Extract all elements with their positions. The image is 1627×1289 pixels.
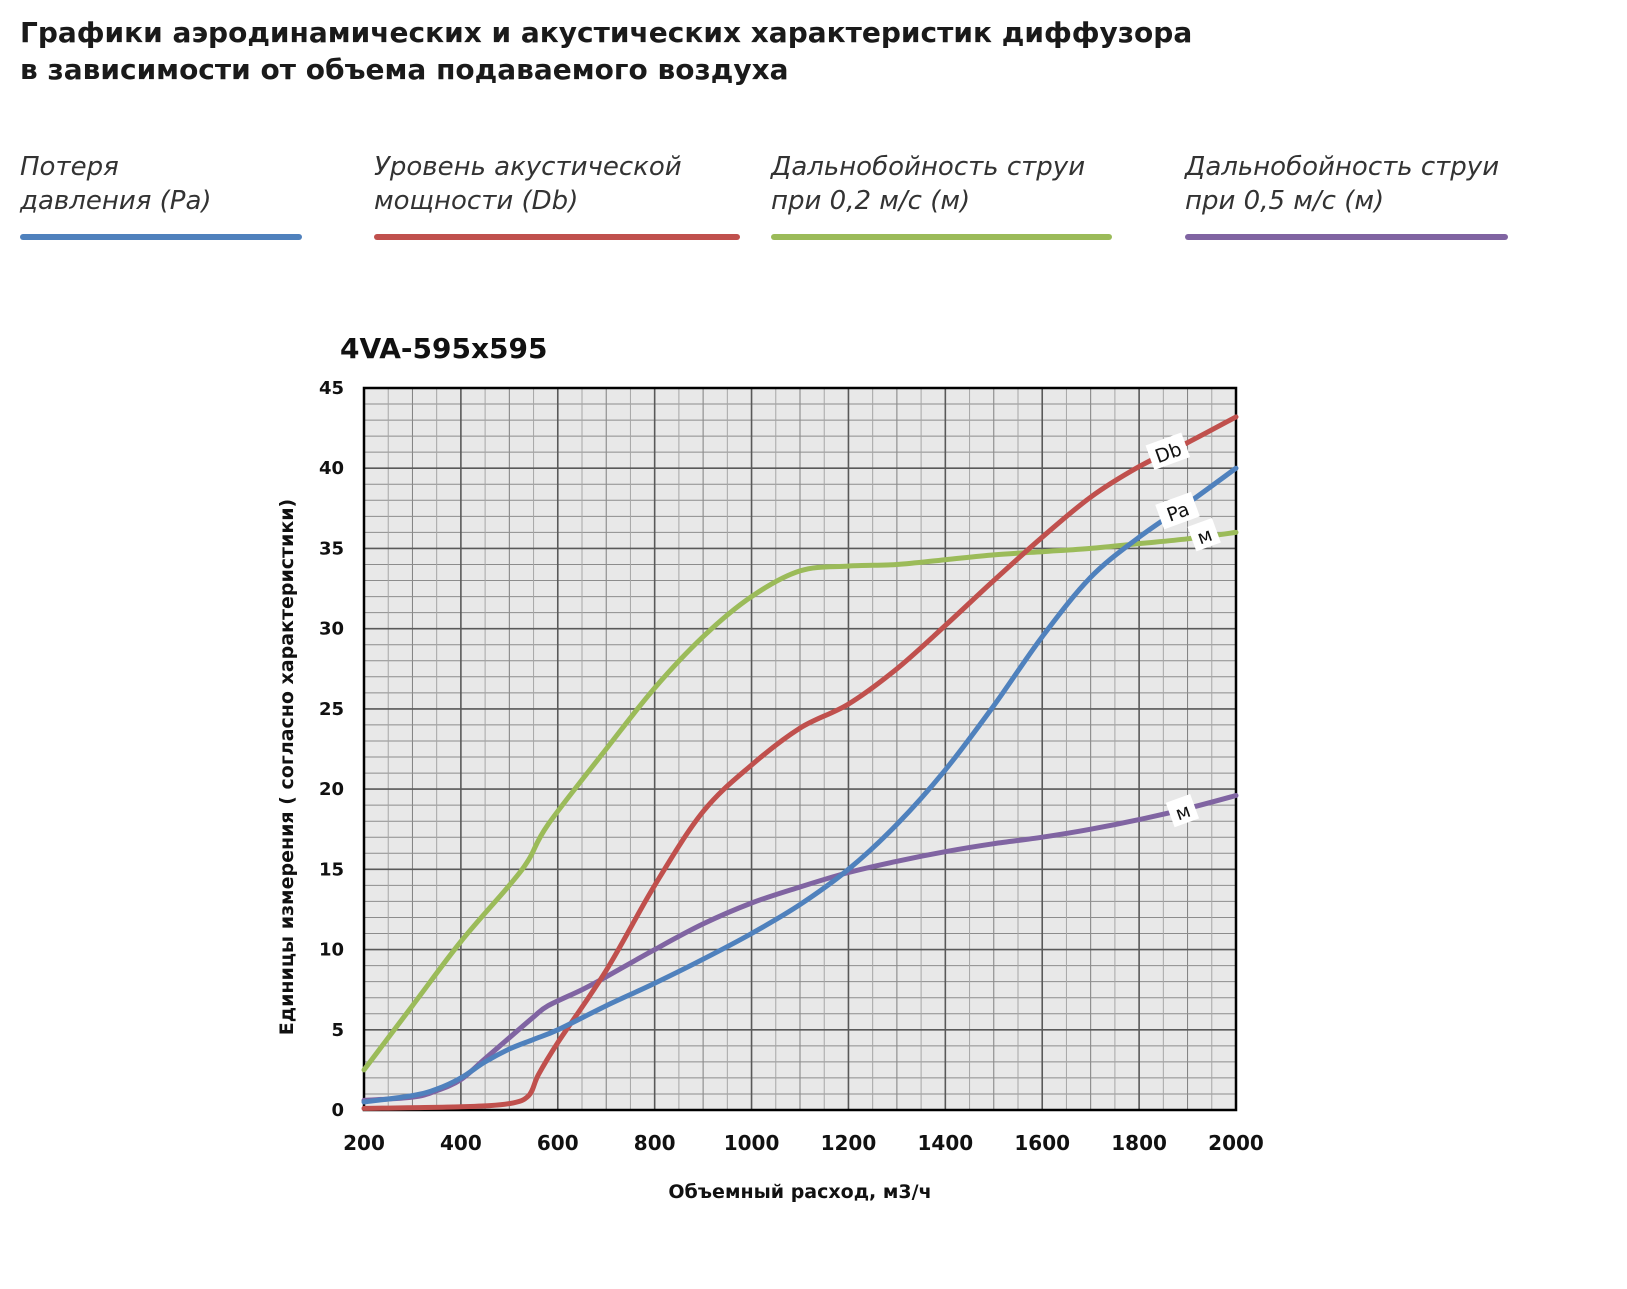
series-label-bg <box>1145 432 1191 470</box>
legend-pa-line1: Потеря <box>20 152 119 182</box>
legend-item-pa: Потеря давления (Pa) <box>20 150 302 240</box>
y-tick-label: 0 <box>331 1100 344 1121</box>
series-label: м <box>1173 800 1194 826</box>
page-title-line1: Графики аэродинамических и акустических … <box>20 16 1193 49</box>
legend-throw-02-line2: при 0,2 м/с (м) <box>771 186 971 216</box>
y-tick-label: 20 <box>319 779 344 800</box>
x-axis-label: Объемный расход, м3/ч <box>668 1181 931 1203</box>
y-tick-label: 10 <box>319 940 344 961</box>
x-tick-label: 1000 <box>724 1131 780 1155</box>
x-tick-label: 1400 <box>917 1131 973 1155</box>
series-label-bg <box>1187 518 1221 552</box>
y-tick-label: 25 <box>319 699 344 720</box>
page-title-line2: в зависимости от объема подаваемого возд… <box>20 53 789 86</box>
series-line-db <box>361 414 1239 1111</box>
y-tick-label: 40 <box>319 458 344 479</box>
legend-pa-line2: давления (Pa) <box>20 186 212 216</box>
y-tick-label: 35 <box>319 538 344 559</box>
series-label: м <box>1194 524 1215 550</box>
legend-db-line2: мощности (Db) <box>374 186 579 216</box>
legend-throw-02-swatch <box>771 234 1112 240</box>
series-line-pa <box>361 465 1239 1105</box>
series-label-bg <box>1165 793 1200 828</box>
y-axis-label: Единицы измерения ( согласно характерист… <box>276 499 298 1036</box>
y-tick-label: 5 <box>331 1020 344 1041</box>
x-tick-label: 1200 <box>821 1131 877 1155</box>
x-tick-label: 200 <box>343 1131 385 1155</box>
y-tick-label: 15 <box>319 859 344 880</box>
x-tick-label: 800 <box>634 1131 676 1155</box>
legend-db-line1: Уровень акустической <box>374 152 682 182</box>
legend-throw-05-swatch <box>1185 234 1508 240</box>
x-tick-label: 1800 <box>1111 1131 1167 1155</box>
chart-title: 4VA-595x595 <box>340 332 548 365</box>
x-tick-label: 2000 <box>1208 1131 1264 1155</box>
legend-item-throw-05: Дальнобойность струи при 0,5 м/с (м) <box>1185 150 1508 240</box>
series-line-м <box>361 529 1239 1073</box>
plot-frame <box>362 386 1238 1112</box>
x-tick-label: 400 <box>440 1131 482 1155</box>
legend-item-throw-02: Дальнобойность струи при 0,2 м/с (м) <box>771 150 1112 240</box>
x-tick-label: 600 <box>537 1131 579 1155</box>
legend-throw-02-line1: Дальнобойность струи <box>771 152 1086 182</box>
legend-pa-swatch <box>20 234 302 240</box>
series-label-bg <box>1155 491 1200 530</box>
legend-item-db: Уровень акустической мощности (Db) <box>374 150 740 240</box>
page-title: Графики аэродинамических и акустических … <box>20 14 1192 88</box>
legend-db-swatch <box>374 234 740 240</box>
x-tick-label: 1600 <box>1014 1131 1070 1155</box>
legend-throw-05-line1: Дальнобойность струи <box>1185 152 1500 182</box>
y-tick-label: 45 <box>319 378 344 399</box>
y-tick-label: 30 <box>319 619 344 640</box>
legend-throw-05-line2: при 0,5 м/с (м) <box>1185 186 1385 216</box>
